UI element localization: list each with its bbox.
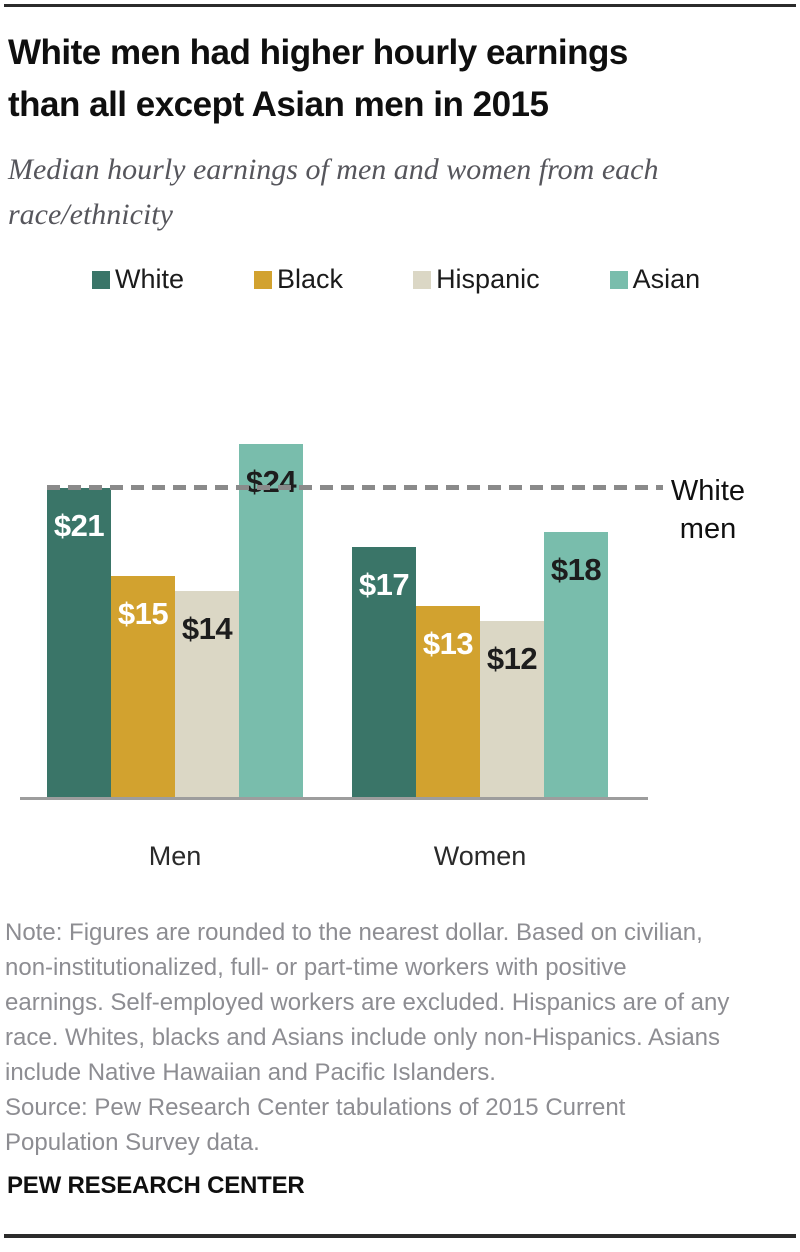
legend-swatch-icon [92,270,110,289]
bar-value-label: $14 [181,611,233,646]
reference-dashed-line [47,485,663,490]
legend-label: White [115,264,185,294]
text-line: non-institutionalized, full- or part-tim… [5,954,627,981]
text-line: race. Whites, blacks and Asians include … [5,1024,721,1051]
bar-value-label: $24 [245,464,297,499]
chart-legend: White Black Hispanic Asian [92,264,700,295]
text-line: earnings. Self-employed workers are excl… [5,989,730,1016]
bar-asian-men [239,444,303,797]
legend-swatch-icon [413,270,432,289]
text-line: include Native Hawaiian and Pacific Isla… [5,1059,496,1086]
subtitle-line-1: Median hourly earnings of men and women … [8,153,659,186]
legend-label: Hispanic [436,264,540,294]
bar-white-men [47,488,111,797]
text-line: Population Survey data. [5,1129,260,1156]
bar-black-men [111,576,175,797]
legend-item-asian: Asian [609,264,701,295]
bar-asian-women [544,532,608,797]
bar-white-women [352,547,416,797]
chart-subtitle: Median hourly earnings of men and women … [8,147,792,237]
bar-value-label: $13 [422,626,474,661]
bar-hispanic-men [175,591,239,797]
bar-value-label: $21 [53,508,105,543]
legend-item-hispanic: Hispanic [413,264,540,295]
category-label-men: Men [148,841,202,871]
bar-value-label: $18 [550,552,602,587]
bar-value-label: $12 [486,641,538,676]
bar-value-label: $17 [358,567,410,602]
category-label-women: Women [433,841,527,871]
legend-swatch-icon [609,270,628,289]
source-text: Source: Pew Research Center tabulations … [5,1090,797,1160]
title-line-1: White men had higher hourly earnings [8,33,628,72]
subtitle-line-2: race/ethnicity [8,198,173,231]
chart-title: White men had higher hourly earnings tha… [8,27,792,131]
legend-swatch-icon [254,270,273,289]
text-line: Note: Figures are rounded to the nearest… [5,919,703,946]
bottom-divider [4,1234,796,1238]
bar-hispanic-women [480,621,544,797]
legend-label: Black [277,264,344,294]
legend-item-white: White [92,264,184,295]
legend-label: Asian [632,264,701,294]
top-divider [4,4,796,7]
bar-value-label: $15 [117,596,169,631]
text-line: Source: Pew Research Center tabulations … [5,1094,626,1121]
title-line-2: than all except Asian men in 2015 [8,85,549,124]
grouped-bar-chart: White men $21 $15 $14 $24 Men $17 $13 $12 $18 Wom… [0,400,800,871]
brand-label: PEW RESEARCH CENTER [7,1172,305,1199]
x-axis-line [20,797,648,800]
legend-item-black: Black [254,264,343,295]
reference-line-label: White men [670,475,746,545]
bar-black-women [416,606,480,797]
note-text: Note: Figures are rounded to the nearest… [5,915,797,1090]
